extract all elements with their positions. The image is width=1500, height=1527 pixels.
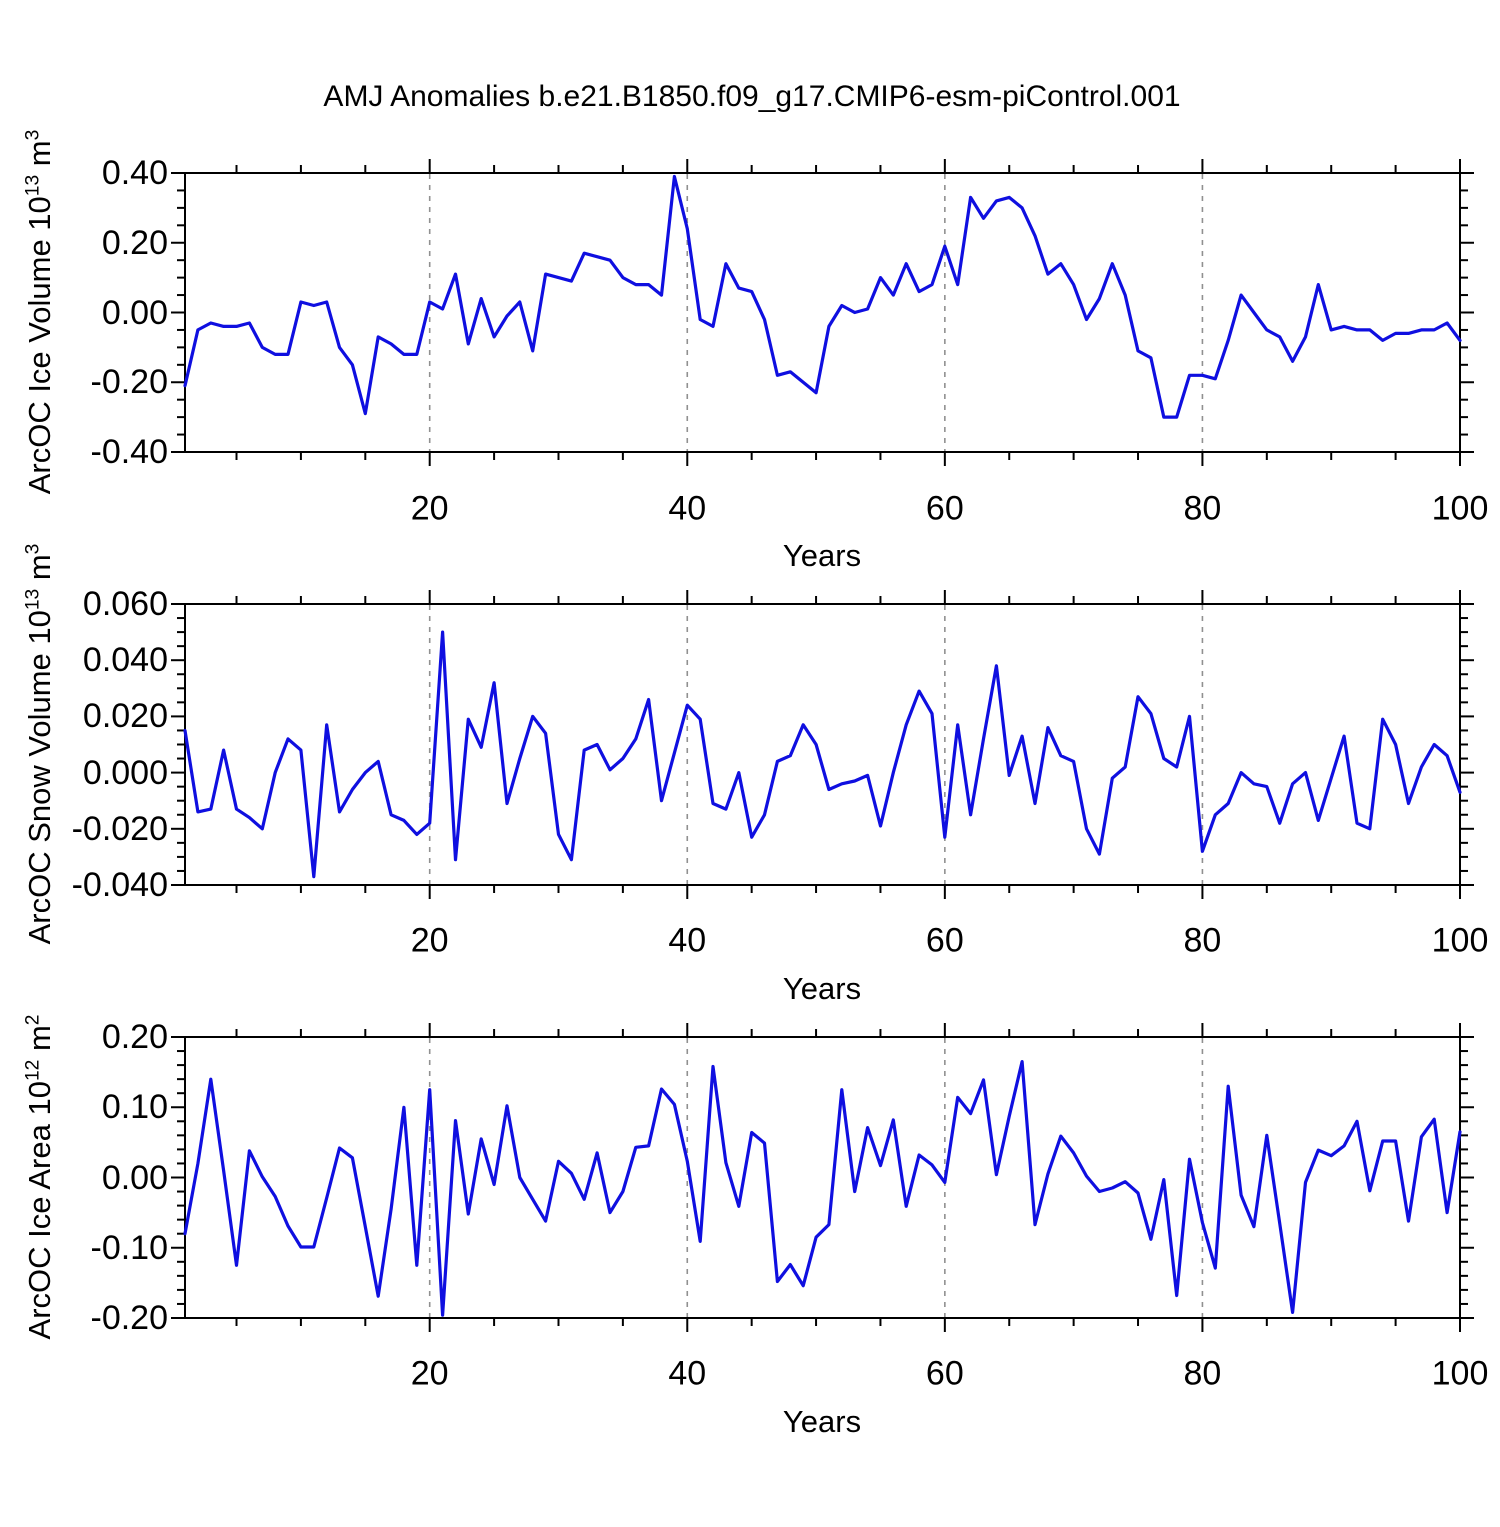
x-tick-label: 60 xyxy=(925,921,964,960)
y-tick-label: 0.00 xyxy=(101,293,168,332)
x-tick-label: 40 xyxy=(668,921,707,960)
x-axis-title-panel-3: Years xyxy=(782,1404,862,1439)
y-tick-label: 0.10 xyxy=(101,1088,168,1127)
y-tick-label: 0.00 xyxy=(101,1158,168,1197)
x-tick-label: 100 xyxy=(1431,921,1489,960)
x-tick-label: 80 xyxy=(1183,489,1222,528)
y-tick-label: 0.060 xyxy=(82,585,168,623)
x-tick-label: 20 xyxy=(410,1354,449,1393)
y-tick-label: -0.10 xyxy=(90,1228,169,1267)
figure-title: AMJ Anomalies b.e21.B1850.f09_g17.CMIP6-… xyxy=(323,80,1181,113)
y-tick-label: 0.020 xyxy=(82,697,168,736)
x-tick-label: 100 xyxy=(1431,489,1489,528)
x-tick-label: 60 xyxy=(925,489,964,528)
y-tick-label: -0.020 xyxy=(71,809,168,848)
y-tick-label: -0.040 xyxy=(71,866,168,904)
x-tick-label: 100 xyxy=(1431,1354,1489,1393)
x-axis-title-panel-2: Years xyxy=(782,971,862,1006)
x-tick-label: 40 xyxy=(668,1354,707,1393)
y-tick-label: 0.20 xyxy=(101,1018,168,1056)
y-tick-label: 0.40 xyxy=(101,154,168,192)
y-tick-label: 0.000 xyxy=(82,753,168,792)
y-tick-label: 0.20 xyxy=(101,223,168,262)
y-tick-label: -0.20 xyxy=(90,1299,169,1337)
x-tick-label: 60 xyxy=(925,1354,964,1393)
y-tick-label: -0.20 xyxy=(90,363,169,402)
y-tick-label: 0.040 xyxy=(82,641,168,680)
x-tick-label: 20 xyxy=(410,489,449,528)
x-tick-label: 40 xyxy=(668,489,707,528)
x-axis-title-panel-1: Years xyxy=(782,538,862,573)
x-tick-label: 80 xyxy=(1183,921,1222,960)
x-tick-label: 20 xyxy=(410,921,449,960)
x-tick-label: 80 xyxy=(1183,1354,1222,1393)
y-tick-label: -0.40 xyxy=(90,433,169,471)
